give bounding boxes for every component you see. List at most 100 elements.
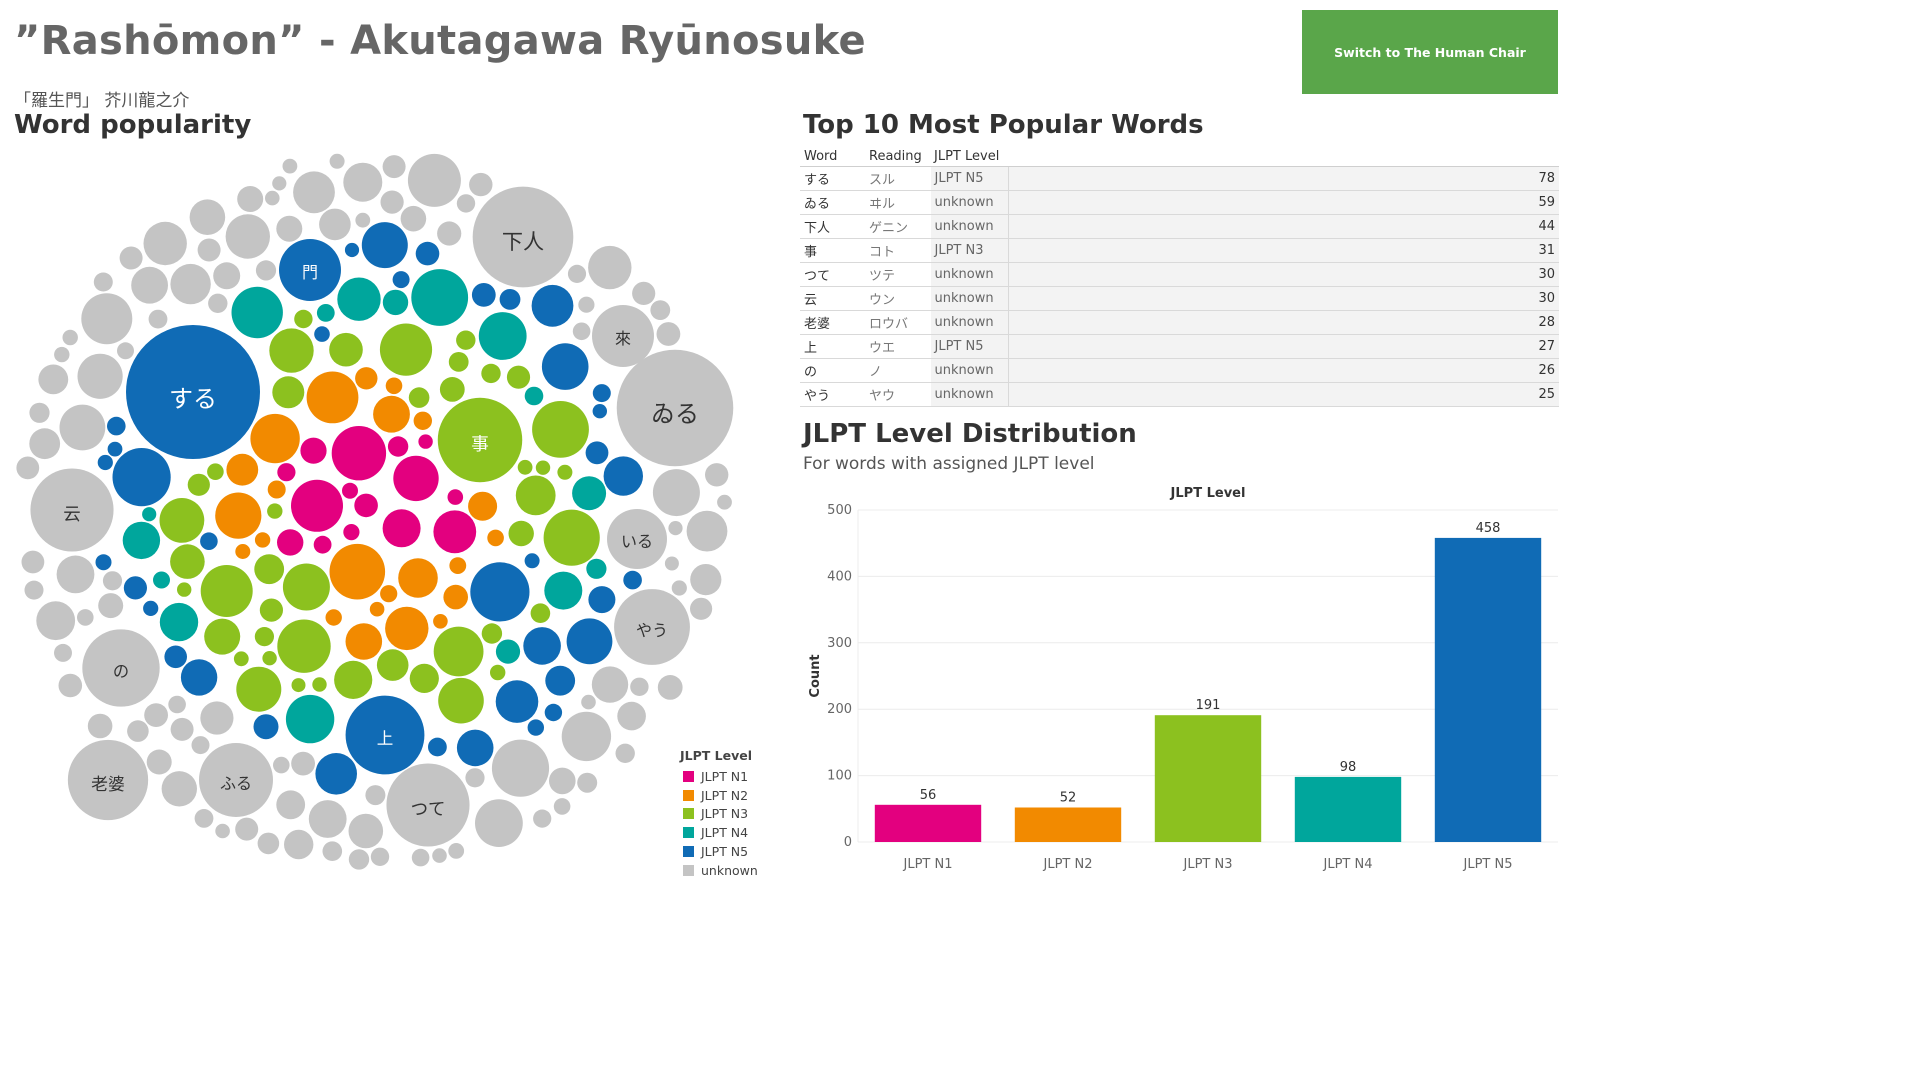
table-row[interactable]: やう ヤウ unknown 25 <box>800 382 1559 407</box>
word-bubble[interactable] <box>236 666 282 712</box>
word-bubble[interactable] <box>36 601 76 641</box>
word-bubble[interactable] <box>329 332 363 367</box>
legend-item-jlpt-n1[interactable]: JLPT N1 <box>680 767 758 786</box>
table-row[interactable]: 事コト JLPT N3 31 <box>800 238 1559 263</box>
word-bubble[interactable] <box>361 222 408 269</box>
word-bubble[interactable] <box>277 529 304 556</box>
word-bubble[interactable] <box>400 205 427 232</box>
word-bubble[interactable] <box>226 453 259 486</box>
word-bubble[interactable] <box>291 678 306 693</box>
bar-jlpt-n3[interactable] <box>1154 715 1262 842</box>
word-bubble[interactable] <box>544 571 583 610</box>
word-bubble[interactable] <box>276 215 303 242</box>
word-bubble[interactable] <box>117 342 134 360</box>
word-bubble[interactable] <box>418 434 433 449</box>
word-bubble[interactable] <box>294 309 313 329</box>
word-bubble[interactable] <box>253 714 279 740</box>
table-row[interactable]: 上ウエ JLPT N5 27 <box>800 334 1559 359</box>
word-bubble[interactable] <box>331 426 387 481</box>
word-bubble[interactable] <box>572 322 591 341</box>
word-bubble[interactable] <box>657 675 683 700</box>
bubble-labeled[interactable]: の <box>82 629 160 707</box>
word-bubble[interactable] <box>93 272 113 292</box>
word-bubble[interactable] <box>369 601 385 617</box>
word-bubble[interactable] <box>506 365 531 389</box>
word-bubble[interactable] <box>107 441 123 457</box>
word-bubble[interactable] <box>300 437 327 464</box>
word-bubble[interactable] <box>668 521 683 536</box>
bar-jlpt-n4[interactable] <box>1294 776 1402 842</box>
word-bubble[interactable] <box>194 809 214 828</box>
bubble-labeled[interactable]: 老婆 <box>67 739 149 821</box>
word-bubble[interactable] <box>705 463 729 487</box>
word-bubble[interactable] <box>616 349 734 467</box>
word-bubble[interactable] <box>439 377 465 402</box>
word-bubble[interactable] <box>437 221 462 246</box>
word-bubble[interactable] <box>545 665 576 696</box>
word-bubble[interactable] <box>553 798 571 815</box>
word-bubble[interactable] <box>29 428 61 460</box>
word-bubble[interactable] <box>437 397 523 483</box>
word-bubble[interactable] <box>690 597 713 620</box>
word-bubble[interactable] <box>581 694 596 710</box>
word-bubble[interactable] <box>342 482 358 499</box>
word-bubble[interactable] <box>142 507 157 522</box>
word-bubble[interactable] <box>269 328 314 373</box>
word-bubble[interactable] <box>159 498 205 543</box>
word-bubble[interactable] <box>343 524 360 541</box>
word-bubble[interactable] <box>148 309 168 329</box>
bar-jlpt-n2[interactable] <box>1014 807 1122 843</box>
word-bubble[interactable] <box>315 753 358 795</box>
word-bubble[interactable] <box>54 643 72 662</box>
word-bubble[interactable] <box>291 479 343 532</box>
word-bubble[interactable] <box>544 703 563 722</box>
word-bubble[interactable] <box>282 563 330 611</box>
word-bubble[interactable] <box>272 376 305 409</box>
word-bubble[interactable] <box>170 717 194 741</box>
word-bubble[interactable] <box>456 194 476 213</box>
word-bubble[interactable] <box>97 454 113 471</box>
word-bubble[interactable] <box>306 371 359 424</box>
legend-item-jlpt-n2[interactable]: JLPT N2 <box>680 786 758 805</box>
word-bubble[interactable] <box>409 663 439 694</box>
word-bubble[interactable] <box>119 246 143 270</box>
word-bubble[interactable] <box>382 289 409 316</box>
word-bubble[interactable] <box>159 602 199 642</box>
word-bubble[interactable] <box>623 570 642 590</box>
word-bubble[interactable] <box>345 695 425 775</box>
bubble-labeled[interactable]: いる <box>607 509 667 569</box>
word-bubble[interactable] <box>265 190 280 206</box>
word-bubble[interactable] <box>215 492 262 539</box>
word-bubble[interactable] <box>411 269 469 326</box>
word-bubble[interactable] <box>471 283 496 307</box>
word-bubble[interactable] <box>250 413 300 464</box>
word-bubble[interactable] <box>59 404 106 451</box>
word-bubble[interactable] <box>231 286 283 339</box>
word-bubble[interactable] <box>475 799 523 847</box>
word-bubble[interactable] <box>387 436 409 457</box>
word-bubble[interactable] <box>77 353 123 399</box>
word-bubble[interactable] <box>144 703 169 727</box>
word-bubble[interactable] <box>225 214 270 259</box>
word-bubble[interactable] <box>481 363 501 384</box>
word-bubble[interactable] <box>354 493 378 518</box>
word-bubble[interactable] <box>432 848 447 863</box>
word-bubble[interactable] <box>56 555 95 594</box>
word-bubble[interactable] <box>411 848 430 867</box>
word-bubble[interactable] <box>379 323 433 376</box>
word-bubble[interactable] <box>102 571 123 591</box>
word-bubble[interactable] <box>588 245 632 290</box>
word-bubble[interactable] <box>456 729 494 767</box>
word-bubble[interactable] <box>517 459 533 475</box>
word-bubble[interactable] <box>533 809 552 828</box>
word-bubble[interactable] <box>58 673 83 698</box>
bubble-labeled[interactable]: 門 <box>279 239 341 301</box>
word-bubble[interactable] <box>449 557 467 574</box>
word-bubble[interactable] <box>282 158 298 174</box>
word-bubble[interactable] <box>523 627 561 665</box>
word-bubble[interactable] <box>487 529 504 547</box>
word-bubble[interactable] <box>235 817 259 841</box>
word-bubble[interactable] <box>322 841 343 861</box>
word-bubble[interactable] <box>447 489 464 505</box>
word-bubble[interactable] <box>146 749 172 775</box>
